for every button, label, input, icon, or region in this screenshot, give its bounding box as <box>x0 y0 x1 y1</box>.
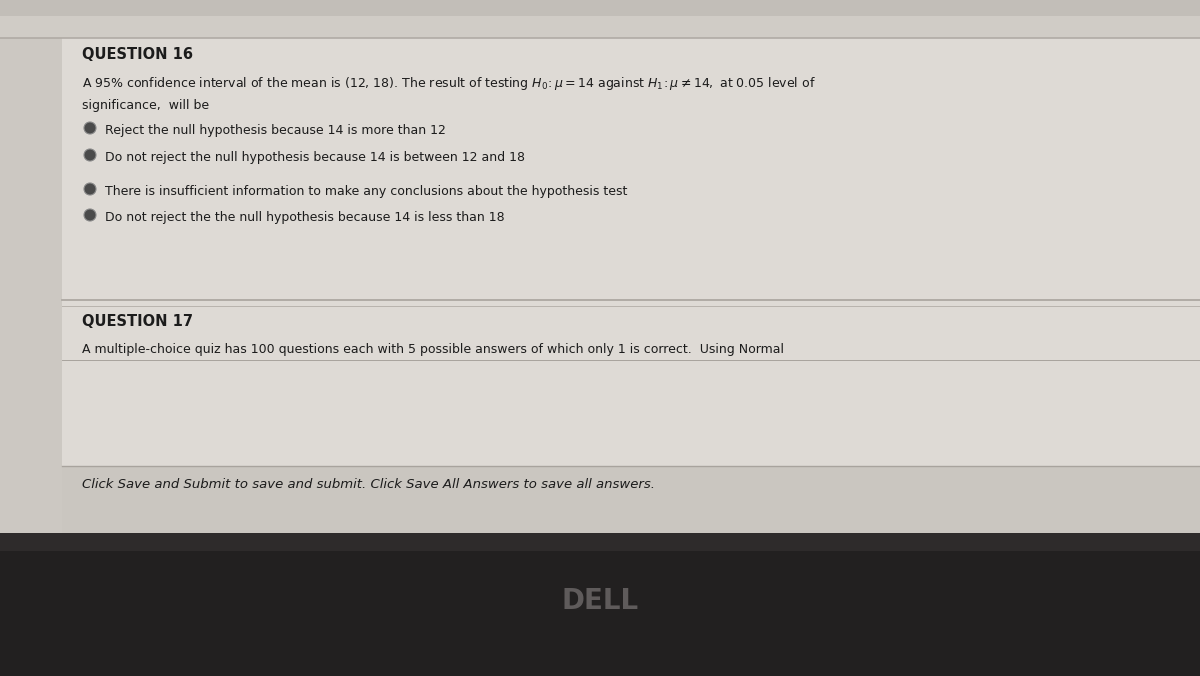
Bar <box>0 0 1200 533</box>
Text: DELL: DELL <box>562 587 638 615</box>
Text: QUESTION 16: QUESTION 16 <box>82 47 193 62</box>
Circle shape <box>84 149 96 161</box>
Circle shape <box>84 209 96 221</box>
Bar <box>62 466 1200 533</box>
Text: Do not reject the null hypothesis because 14 is between 12 and 18: Do not reject the null hypothesis becaus… <box>106 151 526 164</box>
Bar <box>0 533 1200 551</box>
Text: A multiple-choice quiz has 100 questions each with 5 possible answers of which o: A multiple-choice quiz has 100 questions… <box>82 343 784 356</box>
Bar <box>62 38 1200 301</box>
Text: Click Save and Submit to save and submit. Click Save All Answers to save all ans: Click Save and Submit to save and submit… <box>82 478 655 491</box>
Bar <box>62 306 1200 466</box>
Bar <box>0 0 1200 16</box>
Text: Reject the null hypothesis because 14 is more than 12: Reject the null hypothesis because 14 is… <box>106 124 446 137</box>
Circle shape <box>84 183 96 195</box>
Text: A 95% confidence interval of the mean is (12, 18). The result of testing $H_0\!:: A 95% confidence interval of the mean is… <box>82 75 816 92</box>
Bar <box>0 38 62 533</box>
Text: Do not reject the the null hypothesis because 14 is less than 18: Do not reject the the null hypothesis be… <box>106 211 505 224</box>
Text: significance,  will be: significance, will be <box>82 99 209 112</box>
Text: There is insufficient information to make any conclusions about the hypothesis t: There is insufficient information to mak… <box>106 185 628 198</box>
Bar <box>0 16 1200 38</box>
Circle shape <box>84 122 96 134</box>
Text: QUESTION 17: QUESTION 17 <box>82 314 193 329</box>
Bar <box>0 546 1200 676</box>
